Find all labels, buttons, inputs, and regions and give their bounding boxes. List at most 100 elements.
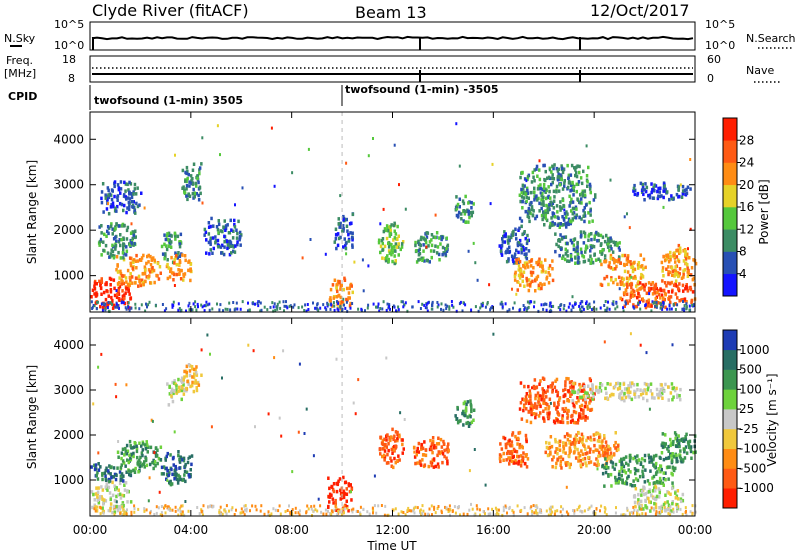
colorbar-tick-label: 4 <box>739 267 747 281</box>
power-cell <box>644 282 647 287</box>
velocity-cell <box>328 495 332 499</box>
power-cell <box>518 193 522 197</box>
power-cell <box>672 283 676 287</box>
power-cell <box>538 168 541 172</box>
power-cell <box>596 232 600 236</box>
power-cell <box>658 190 661 194</box>
velocity-cell <box>546 453 550 458</box>
power-clutter-cell <box>693 303 695 307</box>
velocity-clutter-cell <box>685 509 687 513</box>
velocity-cell <box>581 437 584 442</box>
velocity-cell <box>580 432 584 437</box>
power-cell <box>627 259 630 264</box>
power-cell <box>419 243 422 248</box>
velocity-cell <box>191 380 194 385</box>
power-cell <box>635 284 638 288</box>
velocity-cell <box>632 479 635 483</box>
velocity-noise-cell <box>385 356 388 360</box>
velocity-clutter-cell <box>624 513 627 517</box>
velocity-cell <box>649 382 653 386</box>
power-cell <box>597 238 600 243</box>
power-cell <box>167 244 171 248</box>
velocity-cell <box>168 480 171 484</box>
power-cell <box>674 302 677 306</box>
power-cell <box>662 195 665 200</box>
power-cell <box>98 243 101 247</box>
power-clutter-cell <box>440 302 443 306</box>
velocity-cell <box>94 492 98 496</box>
power-cell <box>500 253 504 257</box>
power-clutter-cell <box>144 309 147 313</box>
power-cell <box>546 208 550 212</box>
power-cell <box>347 239 351 243</box>
velocity-clutter-cell <box>291 512 294 516</box>
power-cell <box>529 190 533 195</box>
velocity-cell <box>121 447 125 451</box>
power-cell <box>160 244 164 249</box>
power-clutter-cell <box>550 309 553 313</box>
power-cell <box>625 292 629 296</box>
power-cell <box>128 243 132 247</box>
velocity-cell <box>520 460 523 464</box>
power-cell <box>129 263 133 268</box>
power-cell <box>434 235 437 240</box>
power-clutter-cell <box>236 307 239 311</box>
power-cell <box>526 188 529 193</box>
velocity-clutter-cell <box>181 510 184 514</box>
power-cell <box>544 216 548 221</box>
velocity-cell <box>607 444 610 449</box>
power-noise-cell <box>379 222 382 226</box>
velocity-cell <box>636 382 639 387</box>
velocity-cell <box>556 390 560 395</box>
velocity-cell <box>96 495 99 499</box>
power-cell <box>561 187 565 191</box>
power-cell <box>530 273 533 277</box>
velocity-cell <box>573 390 577 394</box>
velocity-cell <box>643 381 647 386</box>
power-clutter-cell <box>303 309 306 312</box>
power-cell <box>118 224 121 228</box>
velocity-cell <box>177 385 181 390</box>
power-clutter-cell <box>670 307 673 311</box>
velocity-cell <box>641 391 645 395</box>
velocity-cell <box>633 484 637 488</box>
power-cell <box>514 261 517 265</box>
power-cell <box>119 233 122 237</box>
power-cell <box>331 283 335 287</box>
velocity-clutter-cell <box>356 510 359 513</box>
power-cell <box>95 292 99 297</box>
power-clutter-cell <box>571 304 574 308</box>
velocity-cell <box>593 462 596 466</box>
velocity-cell <box>661 441 664 445</box>
power-cell <box>395 245 399 249</box>
velocity-cell <box>441 460 444 465</box>
velocity-cell <box>111 480 114 485</box>
power-cell <box>656 290 659 295</box>
velocity-cell <box>621 478 624 483</box>
velocity-clutter-cell <box>577 505 580 509</box>
velocity-cell <box>584 418 587 422</box>
velocity-clutter-cell <box>181 512 184 516</box>
velocity-cell <box>657 495 661 499</box>
power-cell <box>133 182 137 187</box>
power-cell <box>550 182 553 187</box>
velocity-cell <box>104 485 108 489</box>
velocity-cell <box>534 402 537 406</box>
velocity-cell <box>654 488 657 493</box>
velocity-cell <box>596 431 600 436</box>
power-cell <box>673 268 676 273</box>
velocity-cell <box>562 388 565 393</box>
power-cell <box>678 282 681 286</box>
velocity-cell <box>155 453 159 458</box>
power-cell <box>507 235 510 239</box>
power-cell <box>507 257 510 261</box>
power-cell <box>163 256 166 261</box>
power-clutter-cell <box>489 306 492 310</box>
velocity-cell <box>616 381 620 386</box>
power-cell <box>340 283 343 288</box>
power-clutter-cell <box>247 309 249 313</box>
velocity-cell <box>580 403 584 408</box>
power-cell <box>518 259 522 264</box>
power-clutter-cell <box>455 309 458 313</box>
power-cell <box>524 209 527 214</box>
